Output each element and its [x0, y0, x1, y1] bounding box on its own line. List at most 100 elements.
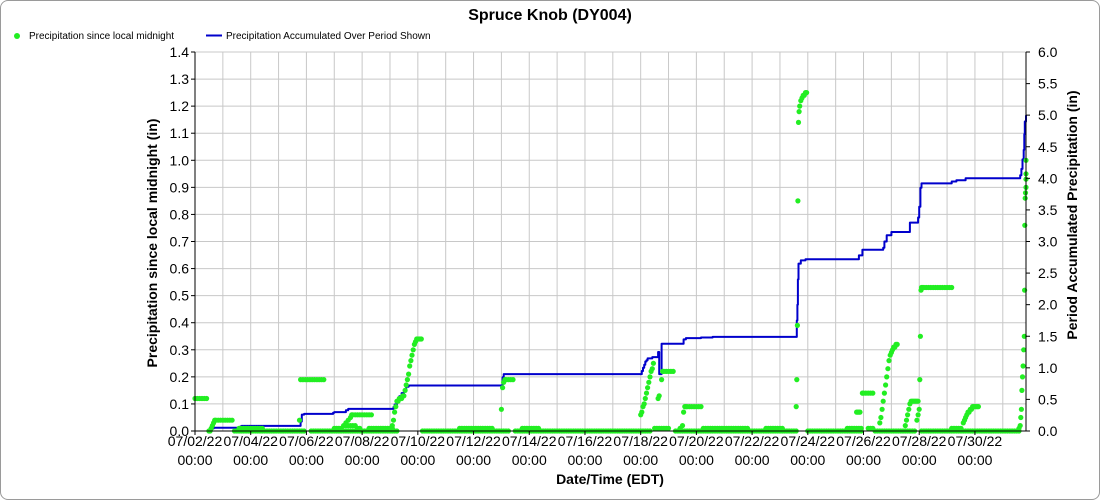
data-point [804, 90, 810, 96]
data-point [1019, 387, 1025, 393]
data-point [905, 412, 911, 418]
x-tick-label-time: 00:00 [735, 452, 770, 468]
data-point [670, 368, 676, 374]
data-point [797, 103, 803, 109]
left-y-tick-label: 1.1 [170, 125, 190, 141]
data-point [401, 393, 407, 399]
left-y-tick-label: 0.2 [170, 369, 190, 385]
data-point [368, 412, 374, 418]
data-point [881, 390, 888, 396]
data-point [917, 333, 924, 339]
data-point [794, 322, 801, 328]
data-point [406, 371, 412, 377]
x-tick-label-time: 00:00 [400, 452, 435, 468]
x-tick-label-date: 07/20/22 [669, 433, 724, 449]
data-point [409, 352, 415, 358]
x-tick-label-time: 00:00 [177, 452, 212, 468]
data-point [793, 404, 799, 410]
accumulated-line [208, 115, 1027, 432]
data-point [795, 119, 802, 125]
x-tick-label-time: 00:00 [512, 452, 547, 468]
data-point [500, 385, 506, 391]
right-y-tick-label: 2.5 [1038, 265, 1058, 281]
x-tick-label-time: 00:00 [456, 452, 491, 468]
left-y-tick-label: 0.5 [170, 288, 190, 304]
left-y-tick-label: 1.2 [170, 98, 190, 114]
data-point [744, 425, 751, 431]
x-tick-label-time: 00:00 [790, 452, 825, 468]
data-point [389, 423, 395, 429]
data-point [883, 382, 889, 388]
right-y-tick-label: 5.0 [1038, 107, 1058, 123]
data-point [357, 425, 363, 431]
data-point [679, 423, 686, 429]
data-point [647, 374, 653, 380]
data-point [229, 417, 235, 423]
data-point [885, 366, 891, 372]
data-point [645, 385, 651, 391]
data-point [795, 198, 801, 204]
data-point [403, 382, 409, 388]
data-point [392, 409, 398, 415]
data-point [857, 409, 863, 415]
data-point [916, 406, 922, 412]
x-tick-label-date: 07/02/22 [168, 433, 223, 449]
data-point [906, 406, 912, 412]
data-point [949, 284, 955, 291]
left-y-tick-label: 0.9 [170, 179, 190, 195]
data-point [903, 417, 910, 423]
left-y-ticks: 0.0 0.1 0.2 0.3 0.4 0.5 0.6 0.7 0.8 0.9 1.0 1.1 1.2 1… [170, 44, 195, 439]
right-y-tick-label: 4.5 [1038, 139, 1058, 155]
x-tick-label-time: 00:00 [846, 452, 881, 468]
x-tick-label-date: 07/18/22 [613, 433, 668, 449]
data-point [418, 336, 424, 342]
x-tick-label-date: 07/04/22 [223, 433, 278, 449]
data-point [1022, 222, 1028, 228]
left-y-tick-label: 0.1 [170, 396, 190, 412]
data-point [975, 404, 982, 410]
data-point [917, 377, 923, 383]
data-point [870, 425, 876, 431]
data-point [681, 409, 687, 415]
x-tick-label-time: 00:00 [679, 452, 714, 468]
left-y-tick-label: 1.3 [170, 71, 190, 87]
data-point [698, 404, 704, 410]
x-tick-label-time: 00:00 [567, 452, 602, 468]
right-y-tick-label: 0.0 [1038, 423, 1058, 439]
data-point [878, 414, 884, 421]
left-y-tick-label: 0.3 [170, 342, 190, 358]
left-y-tick-label: 0.4 [170, 315, 190, 331]
data-point [321, 377, 327, 383]
data-point [902, 423, 908, 429]
grid [194, 51, 1026, 432]
x-tick-label-date: 07/12/22 [446, 433, 501, 449]
right-y-tick-label: 1.5 [1038, 328, 1058, 344]
data-point [1017, 423, 1023, 429]
x-tick-label-date: 07/14/22 [502, 433, 557, 449]
x-tick-label-date: 07/16/22 [558, 433, 613, 449]
left-y-tick-label: 0.7 [170, 234, 190, 250]
left-y-tick-label: 1.4 [170, 44, 190, 60]
x-ticks: 07/02/22 00:00 07/04/22 00:00 07/06/22 00:00 0… [168, 431, 1002, 468]
series-since-midnight [192, 90, 1029, 434]
left-y-tick-label: 0.8 [170, 206, 190, 222]
x-tick-label-date: 07/26/22 [836, 433, 891, 449]
data-point [402, 387, 408, 393]
x-tick-label-time: 00:00 [289, 452, 324, 468]
right-y-tick-label: 1.0 [1038, 360, 1058, 376]
right-y-tick-label: 2.0 [1038, 297, 1058, 313]
data-point [646, 379, 652, 385]
right-y-tick-label: 0.5 [1038, 391, 1058, 407]
x-tick-label-time: 00:00 [902, 452, 937, 468]
data-point [958, 425, 964, 431]
data-point [665, 425, 672, 431]
data-point [1018, 406, 1024, 412]
right-y-axis-title: Period Accumulated Precipitation (in) [1064, 90, 1080, 339]
data-point [390, 417, 397, 423]
data-point [656, 393, 662, 399]
left-y-tick-label: 0.0 [170, 423, 190, 439]
data-point [643, 390, 650, 396]
left-y-axis-title: Precipitation since local midnight (in) [144, 119, 160, 368]
